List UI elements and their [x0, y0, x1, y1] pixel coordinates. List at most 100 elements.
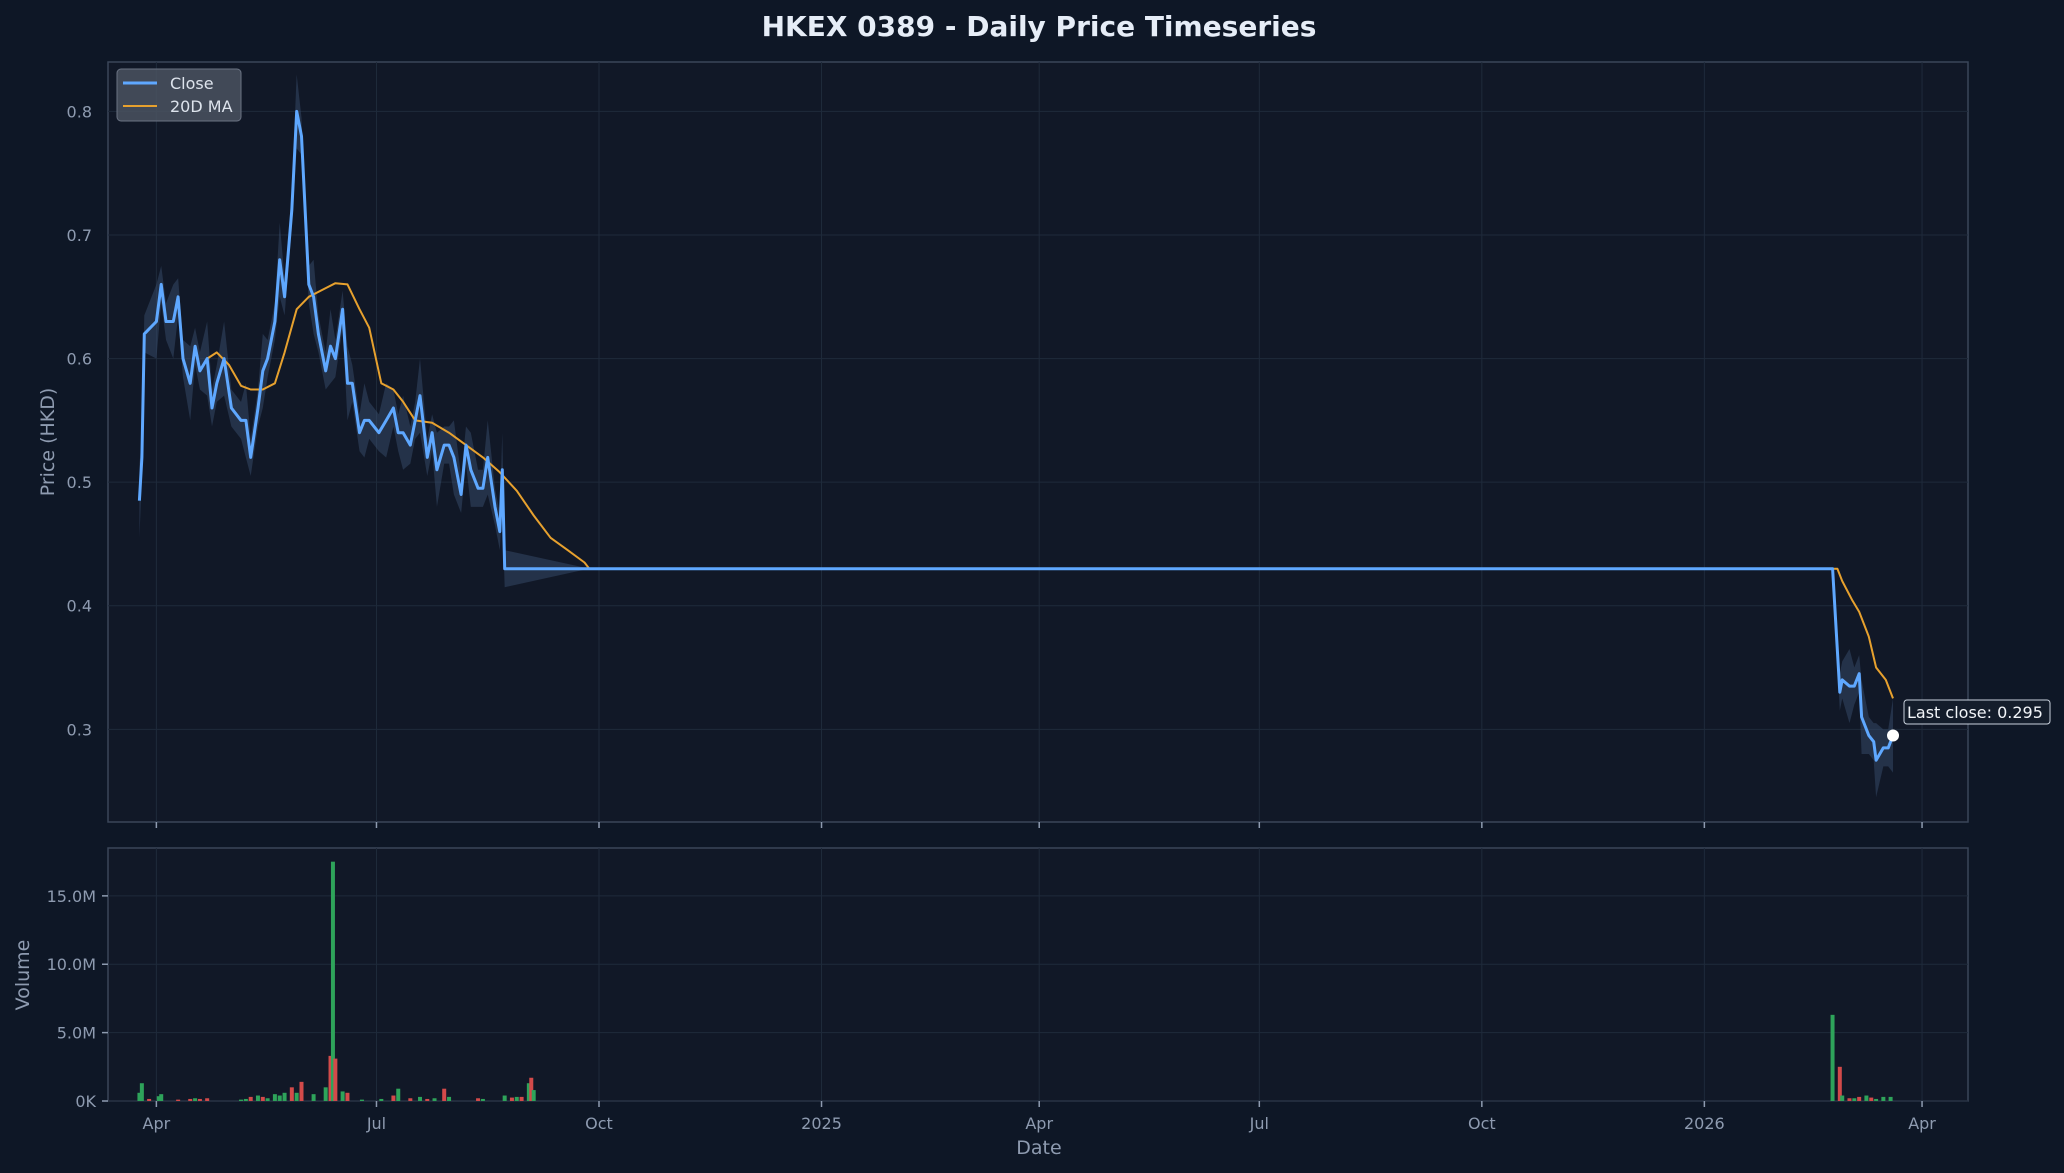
volume-bar — [294, 1092, 299, 1101]
legend: Close 20D MA — [116, 68, 242, 122]
volume-panel — [107, 847, 1969, 1102]
date-x-ticks: Apr Jul Oct 2025 Apr Jul Oct 2026 Apr — [143, 1101, 1936, 1133]
volume-bar — [299, 1081, 304, 1101]
volume-bar — [359, 1099, 364, 1101]
x-tick-label: 2026 — [1684, 1114, 1725, 1133]
chart-title: HKEX 0389 - Daily Price Timeseries — [762, 10, 1317, 43]
volume-y-axis-label: Volume — [12, 940, 34, 1011]
volume-bar — [502, 1095, 507, 1101]
last-close-label: Last close: 0.295 — [1907, 703, 2043, 722]
volume-bar — [379, 1098, 384, 1101]
price-y-tick-label: 0.3 — [67, 720, 92, 739]
volume-bar — [193, 1098, 198, 1101]
volume-bar — [260, 1096, 265, 1101]
volume-bar — [340, 1091, 345, 1101]
volume-bar — [277, 1095, 282, 1101]
volume-bar — [1847, 1098, 1852, 1101]
volume-bar — [408, 1098, 413, 1101]
volume-bar — [1888, 1096, 1893, 1101]
price-panel — [107, 61, 1969, 823]
volume-bar — [265, 1098, 270, 1101]
volume-bar — [243, 1098, 248, 1101]
price-series — [137, 109, 1895, 762]
volume-bar — [330, 861, 335, 1101]
price-gridlines — [108, 62, 1968, 822]
x-tick-label: Jul — [366, 1114, 386, 1133]
volume-bar — [147, 1098, 152, 1101]
volume-bar — [509, 1097, 514, 1101]
volume-bar — [156, 1096, 161, 1101]
volume-bars — [137, 861, 1893, 1101]
volume-bar — [529, 1077, 534, 1101]
volume-y-ticks: 0K 5.0M 10.0M 15.0M — [47, 887, 108, 1111]
volume-gridlines — [108, 848, 1968, 1102]
last-close-box — [1903, 699, 2051, 725]
last-close-annotation: Last close: 0.295 — [1887, 699, 2051, 742]
x-axis-label: Date — [1016, 1137, 1061, 1159]
volume-bar — [425, 1098, 430, 1101]
price-y-tick-label: 0.6 — [67, 350, 92, 369]
volume-bar — [328, 1055, 333, 1101]
price-y-tick-label: 0.4 — [67, 597, 92, 616]
volume-bar — [137, 1092, 142, 1101]
price-y-axis-label: Price (HKD) — [37, 388, 59, 497]
volume-bar — [391, 1095, 396, 1101]
volume-bar — [1852, 1098, 1857, 1101]
price-y-tick-label: 0.8 — [67, 102, 92, 121]
price-y-tick-label: 0.5 — [67, 473, 92, 492]
volume-bar — [345, 1092, 350, 1101]
volume-bar — [1830, 1014, 1835, 1101]
volume-bar — [205, 1098, 210, 1101]
volume-bar — [432, 1098, 437, 1101]
volume-bar — [333, 1058, 338, 1101]
volume-bar — [1840, 1095, 1845, 1101]
volume-bar — [447, 1096, 452, 1101]
last-close-marker — [1887, 729, 1900, 742]
legend-close-label: Close — [170, 74, 214, 93]
volume-bar — [139, 1083, 144, 1101]
volume-bar — [176, 1099, 181, 1101]
price-y-tick-label: 0.7 — [67, 226, 92, 245]
volume-bar — [323, 1087, 328, 1101]
volume-bar — [188, 1098, 193, 1101]
volume-bar — [159, 1094, 164, 1101]
volume-bar — [519, 1096, 524, 1101]
x-tick-label: 2025 — [801, 1114, 842, 1133]
volume-y-tick-label: 5.0M — [57, 1024, 96, 1043]
ma-20d-line — [137, 109, 1895, 762]
volume-bar — [476, 1098, 481, 1101]
volume-bar — [514, 1096, 519, 1101]
volume-bar — [255, 1095, 260, 1101]
volume-bar — [526, 1083, 531, 1101]
volume-bar — [282, 1092, 287, 1101]
volume-bar — [1837, 1066, 1842, 1101]
x-tick-label: Apr — [143, 1114, 171, 1133]
volume-bar — [396, 1088, 401, 1101]
legend-ma-label: 20D MA — [170, 97, 233, 116]
volume-bar — [1857, 1096, 1862, 1101]
volume-bar — [1874, 1098, 1879, 1101]
volume-bar — [1869, 1097, 1874, 1101]
price-x-tickmarks — [155, 822, 1923, 828]
x-tick-label: Oct — [1468, 1114, 1496, 1133]
x-tick-label: Apr — [1025, 1114, 1053, 1133]
volume-bar — [197, 1098, 202, 1101]
volume-y-tick-label: 10.0M — [47, 955, 96, 974]
volume-y-tick-label: 0K — [75, 1092, 96, 1111]
price-y-ticks: 0.3 0.4 0.5 0.6 0.7 0.8 — [67, 102, 92, 739]
volume-bar — [442, 1088, 447, 1101]
x-tick-label: Oct — [585, 1114, 613, 1133]
x-tick-label: Jul — [1249, 1114, 1269, 1133]
volume-bar — [289, 1087, 294, 1101]
volume-bar — [418, 1096, 423, 1101]
volume-bar — [1881, 1096, 1886, 1101]
volume-bar — [531, 1090, 536, 1101]
volume-bar — [272, 1094, 277, 1101]
volume-bar — [1864, 1095, 1869, 1101]
volume-bar — [480, 1098, 485, 1101]
volume-y-tick-label: 15.0M — [47, 887, 96, 906]
x-tick-label: Apr — [1908, 1114, 1936, 1133]
volume-bar — [239, 1099, 244, 1101]
volume-bar — [248, 1096, 253, 1101]
